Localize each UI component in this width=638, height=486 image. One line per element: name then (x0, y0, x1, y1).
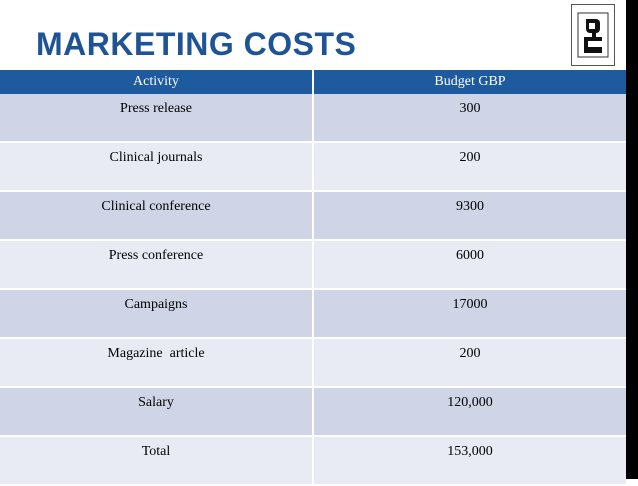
budget-cell: 300 (313, 94, 626, 143)
table-row: Salary 120,000 (0, 387, 626, 437)
column-header-activity: Activity (0, 70, 314, 94)
budget-value: 9300 (456, 199, 484, 214)
activity-label: Salary (138, 395, 174, 410)
budget-value: 120,000 (447, 395, 493, 410)
table-row: Campaigns 17000 (0, 289, 626, 339)
table-row-total: Total 153,000 (0, 436, 626, 486)
activity-cell: Total (0, 436, 314, 486)
company-logo-icon (571, 4, 615, 66)
budget-value: 17000 (452, 297, 488, 312)
activity-cell: Clinical journals (0, 142, 314, 192)
total-label: Total (141, 444, 171, 459)
total-value: 153,000 (447, 444, 493, 459)
slide-title: MARKETING COSTS (36, 26, 357, 62)
marketing-costs-table: Activity Budget GBP Press release 300 Cl… (0, 70, 626, 486)
activity-label: Clinical journals (109, 150, 203, 165)
activity-label: Clinical conference (101, 199, 211, 214)
activity-label: Magazine article (107, 346, 205, 361)
activity-cell: Campaigns (0, 289, 314, 339)
budget-value: 6000 (456, 248, 484, 263)
budget-cell: 120,000 (313, 387, 626, 437)
table-row: Clinical journals 200 (0, 142, 626, 192)
budget-cell: 9300 (313, 191, 626, 241)
table-row: Press conference 6000 (0, 240, 626, 290)
activity-cell: Press conference (0, 240, 314, 290)
budget-cell: 17000 (313, 289, 626, 339)
table-row: Magazine article 200 (0, 338, 626, 388)
table-header-row: Activity Budget GBP (0, 70, 626, 94)
activity-cell: Press release (0, 94, 314, 143)
activity-cell: Salary (0, 387, 314, 437)
activity-cell: Clinical conference (0, 191, 314, 241)
right-edge-bar (626, 0, 638, 479)
budget-cell: 153,000 (313, 436, 626, 486)
budget-value: 300 (459, 101, 481, 116)
activity-label: Press release (120, 101, 192, 116)
activity-cell: Magazine article (0, 338, 314, 388)
table-row: Press release 300 (0, 94, 626, 143)
budget-cell: 200 (313, 338, 626, 388)
budget-value: 200 (459, 346, 481, 361)
column-header-budget: Budget GBP (313, 70, 626, 94)
budget-value: 200 (459, 150, 481, 165)
table-row: Clinical conference 9300 (0, 191, 626, 241)
budget-cell: 6000 (313, 240, 626, 290)
activity-label: Press conference (108, 248, 204, 263)
budget-cell: 200 (313, 142, 626, 192)
activity-label: Campaigns (124, 297, 188, 312)
